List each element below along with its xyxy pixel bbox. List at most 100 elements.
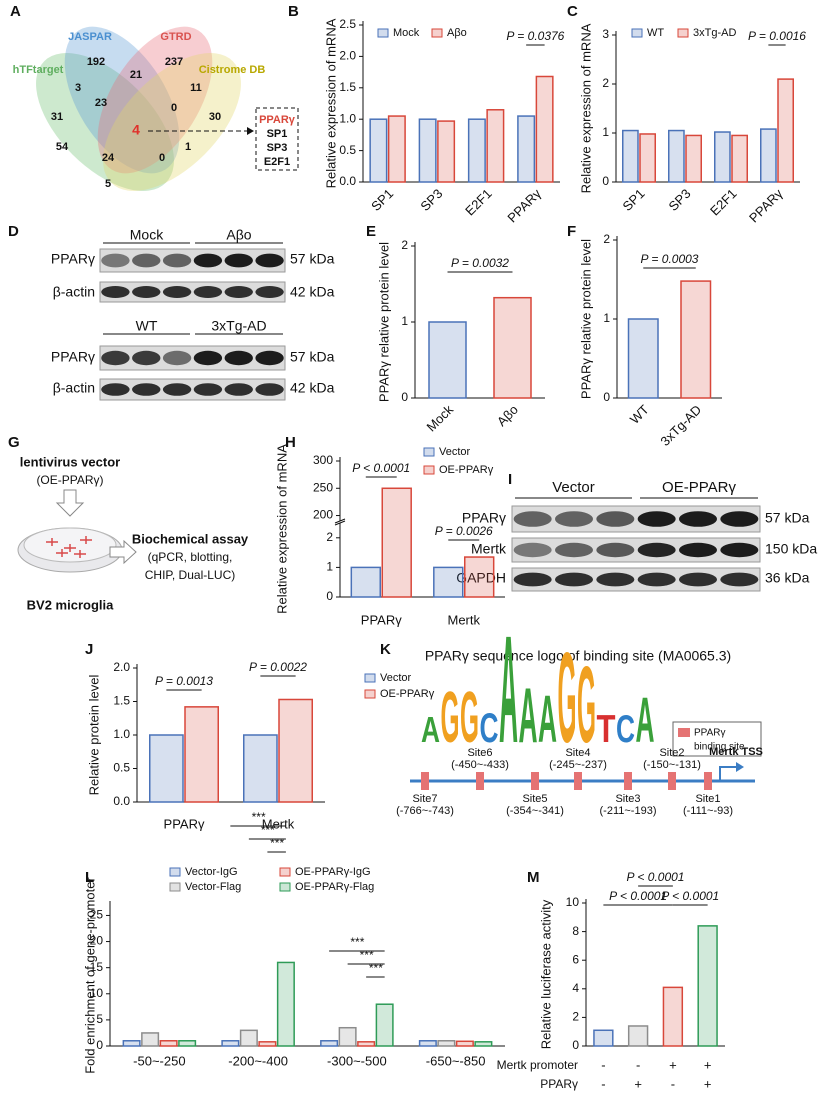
y-axis-label: Relative expression of mRNA: [323, 18, 338, 188]
scheme-text: lentivirus vector: [20, 454, 120, 469]
bar: [467, 118, 486, 183]
site-range: (-150~-131): [643, 759, 701, 771]
y-axis-label: PPARγ relative protein level: [376, 242, 391, 402]
significance-label: P = 0.0022: [249, 660, 307, 674]
blot-strip: [511, 505, 761, 533]
blot-strip: [511, 537, 761, 563]
panel-label: D: [8, 223, 19, 240]
y-tick-label: 1: [603, 311, 610, 325]
y-tick-label: 2.0: [339, 49, 356, 63]
significance-label: ***: [251, 810, 265, 824]
logo-letter: G: [441, 678, 460, 758]
legend-label: Vector: [380, 672, 412, 684]
bar: [141, 1032, 160, 1047]
bar: [387, 115, 406, 183]
y-tick-label: 3: [602, 27, 609, 41]
x-tick-label: -650~-850: [426, 1053, 486, 1068]
cell: [56, 549, 68, 557]
y-tick-label: 4: [572, 981, 579, 995]
condition-name: Mertk promoter: [497, 1058, 578, 1072]
blot-band: [678, 511, 718, 527]
blot-group: 3xTg-AD: [211, 318, 266, 334]
cell: [80, 536, 92, 544]
blot-row-label: PPARγ: [462, 510, 506, 526]
blot-band: [596, 542, 635, 558]
blot-band: [162, 383, 192, 396]
site-range: (-766~-743): [396, 805, 454, 817]
binding-site: [624, 772, 632, 790]
blot-size: 57 kDa: [290, 349, 335, 365]
binding-site: [668, 772, 676, 790]
logo-letter: G: [577, 644, 596, 765]
bar: [517, 115, 536, 183]
blot-strip: [99, 345, 286, 371]
blot-band: [132, 253, 161, 268]
bar: [535, 75, 554, 183]
y-tick-label: 0.0: [113, 794, 130, 808]
bar: [375, 1003, 394, 1047]
x-tick-label: -200~-400: [228, 1053, 288, 1068]
bar: [350, 566, 381, 598]
binding-site: [421, 772, 429, 790]
bar: [243, 734, 278, 803]
venn-count: 21: [130, 69, 142, 81]
y-axis-label: Relative expression of mRNA: [274, 444, 289, 614]
x-tick-label: Mertk: [262, 816, 295, 831]
logo-letter: G: [460, 678, 479, 758]
panel-label: L: [85, 869, 94, 886]
site-range: (-354~-341): [506, 805, 564, 817]
y-tick-label: 0: [603, 390, 610, 404]
significance-label: P = 0.0013: [155, 674, 213, 688]
significance-label: ***: [260, 823, 274, 837]
y-tick-label: 15: [90, 960, 104, 974]
blot-band: [255, 253, 284, 268]
bar: [381, 487, 412, 598]
panel-label: E: [366, 223, 376, 240]
bar: [593, 1029, 614, 1047]
bar: [433, 566, 464, 598]
legend-label: WT: [647, 27, 664, 39]
legend-swatch: [423, 465, 435, 475]
logo-letter: G: [558, 627, 577, 770]
site-name: Site5: [522, 793, 547, 805]
y-tick-label: 0: [401, 390, 408, 404]
blot-band: [596, 511, 635, 527]
panel-label: C: [567, 3, 578, 20]
bar: [258, 1041, 277, 1047]
blot-group: Aβo: [226, 227, 251, 243]
venn-count: 54: [56, 141, 69, 153]
blot-size: 42 kDa: [290, 380, 335, 396]
y-tick-label: 0: [602, 174, 609, 188]
legend-label: OE-PPARγ-IgG: [295, 866, 371, 878]
bar: [418, 1040, 437, 1047]
logo-letter: A: [538, 683, 557, 757]
tss-arrow-head: [736, 762, 744, 772]
y-tick-label: 1.0: [113, 727, 130, 741]
legend-swatch: [431, 28, 443, 38]
bar: [627, 1025, 649, 1047]
venn-count: 24: [102, 152, 115, 164]
blot-group: Vector: [552, 479, 595, 496]
y-tick-label: 2.0: [113, 660, 130, 674]
legend-swatch: [377, 28, 389, 38]
x-tick-label: PPARγ: [164, 816, 205, 831]
condition-sign: -: [601, 1076, 605, 1091]
significance-label: P = 0.0016: [748, 29, 806, 43]
bar: [357, 1041, 376, 1047]
panel-label: J: [85, 641, 93, 658]
significance-label: P = 0.0026: [435, 524, 493, 538]
bar: [369, 118, 388, 183]
venn-count: 3: [75, 82, 81, 94]
blot-band: [224, 350, 253, 366]
panel-label: H: [285, 434, 296, 451]
venn-count: 11: [190, 82, 202, 94]
significance-label: P < 0.0001: [661, 889, 719, 903]
y-tick-label: 1: [326, 560, 333, 574]
bar: [697, 925, 718, 1047]
y-tick-label: 6: [572, 952, 579, 966]
bar: [320, 1040, 339, 1047]
logo-letter: C: [480, 704, 499, 751]
site-name: Site2: [659, 747, 684, 759]
blot-band: [637, 542, 676, 558]
x-tick-label: PPARγ: [361, 612, 402, 627]
